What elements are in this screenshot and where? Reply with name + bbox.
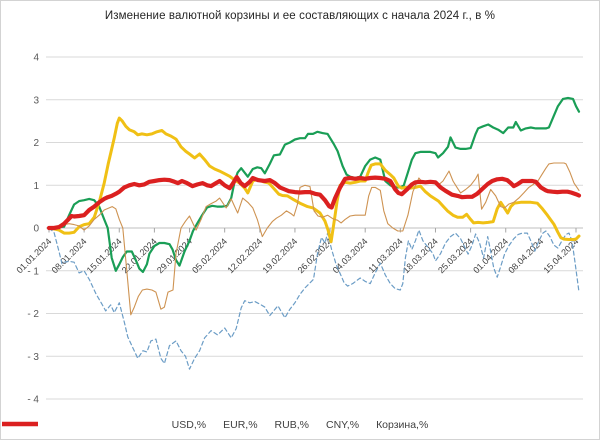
legend-label-rub: RUB,% [274,419,309,431]
legend-label-cny: CNY,% [325,419,360,431]
legend-item-rub: RUB,% [2,419,309,431]
x-tick-label: 05.02.2024 [190,236,229,275]
legend-item-eur: EUR,% [2,419,258,431]
x-tick-label: 25.03.2024 [436,236,475,275]
chart-legend: USD,% EUR,% RUB,% CNY,% Корзина,% [1,419,599,431]
x-axis [46,227,583,233]
gridlines [46,56,583,400]
legend-basket-line-sample [2,421,38,427]
series-cny-line [48,162,580,316]
x-tick-label: 19.02.2024 [260,236,299,275]
y-tick-label: - 2 [27,309,39,320]
y-tick-label: - 4 [27,395,39,406]
legend-label-eur: EUR,% [223,419,258,431]
x-tick-label: 04.03.2024 [331,236,370,275]
x-tick-label: 15.01.2024 [85,236,124,275]
legend-label-basket: Корзина,% [376,419,429,431]
legend-label-usd: USD,% [171,419,207,431]
x-tick-label: 12.02.2024 [225,236,264,275]
y-tick-label: 2 [33,138,39,149]
series-basket-line [46,175,582,231]
series-eur-line [48,227,580,370]
x-tick-label: 11.03.2024 [366,236,404,274]
y-tick-label: - 3 [27,352,39,363]
y-tick-label: - 1 [27,266,39,277]
legend-item-basket: Корзина,% [2,419,429,431]
y-tick-label: 3 [33,95,39,106]
legend-item-cny: CNY,% [2,419,360,431]
y-axis-labels: 4 3 2 1 0 - 1 - 2 - 3 - 4 [27,53,39,406]
x-tick-label: 08.01.2024 [50,236,89,275]
x-tick-label: 08.04.2024 [506,236,545,275]
y-tick-label: 1 [33,181,39,192]
series-usd-line [47,96,581,274]
legend-item-usd: USD,% [2,419,207,431]
y-tick-label: 0 [33,224,39,235]
chart-title: Изменение валютной корзины и ее составля… [104,10,496,22]
y-tick-label: 4 [33,53,39,64]
x-axis-labels: 01.01.202408.01.202415.01.202422.01.2024… [14,236,580,275]
